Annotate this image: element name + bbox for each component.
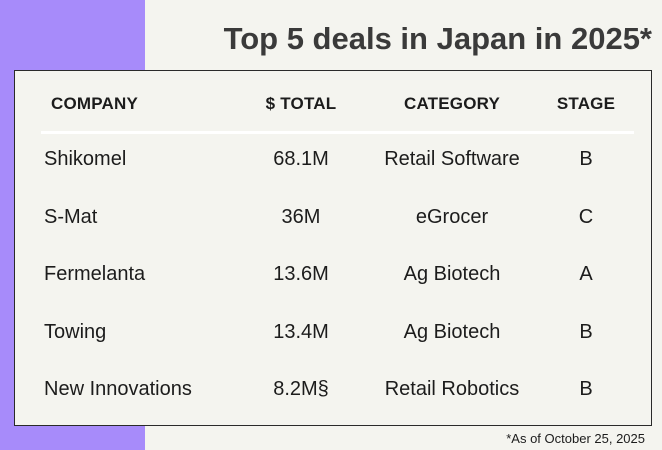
cell-category: Retail Robotics: [384, 378, 520, 400]
cell-category: eGrocer: [415, 205, 489, 228]
cell-stage: A: [579, 263, 593, 285]
cell-total: 13.6M: [273, 263, 329, 285]
cell-company: S-Mat: [44, 205, 98, 228]
cell-company: New Innovations: [44, 378, 192, 400]
table-body: Shikomel 68.1M Retail Software B S-Mat 3…: [15, 148, 651, 436]
chart-title: Top 5 deals in Japan in 2025*: [223, 21, 652, 56]
cell-company: Fermelanta: [44, 263, 146, 285]
table-row: Fermelanta 13.6M Ag Biotech A: [15, 263, 651, 321]
cell-stage: C: [578, 205, 594, 228]
cell-category: Ag Biotech: [403, 263, 501, 285]
deals-table: COMPANY $ TOTAL CATEGORY STAGE Shikomel …: [14, 70, 652, 426]
cell-total: 68.1M: [273, 148, 329, 170]
cell-stage: B: [579, 320, 593, 343]
table-row: Shikomel 68.1M Retail Software B: [15, 148, 651, 206]
cell-total: 8.2M§: [273, 378, 329, 400]
table-row: S-Mat 36M eGrocer C: [15, 206, 651, 264]
header-category: CATEGORY: [403, 94, 501, 113]
cell-category: Ag Biotech: [403, 320, 501, 343]
cell-stage: B: [579, 378, 593, 400]
cell-stage: B: [579, 148, 593, 170]
table-row: New Innovations 8.2M§ Retail Robotics B: [15, 378, 651, 436]
cell-company: Shikomel: [44, 148, 127, 170]
table-header: COMPANY $ TOTAL CATEGORY STAGE: [15, 94, 651, 120]
footnote: *As of October 25, 2025: [506, 431, 645, 446]
cell-total: 13.4M: [273, 320, 329, 343]
header-divider: [41, 131, 634, 134]
header-total: $ TOTAL: [265, 94, 337, 113]
header-company: COMPANY: [51, 94, 139, 113]
cell-category: Retail Software: [384, 148, 520, 170]
cell-company: Towing: [44, 320, 107, 343]
table-row: Towing 13.4M Ag Biotech B: [15, 321, 651, 379]
cell-total: 36M: [281, 205, 321, 228]
header-stage: STAGE: [556, 94, 616, 113]
